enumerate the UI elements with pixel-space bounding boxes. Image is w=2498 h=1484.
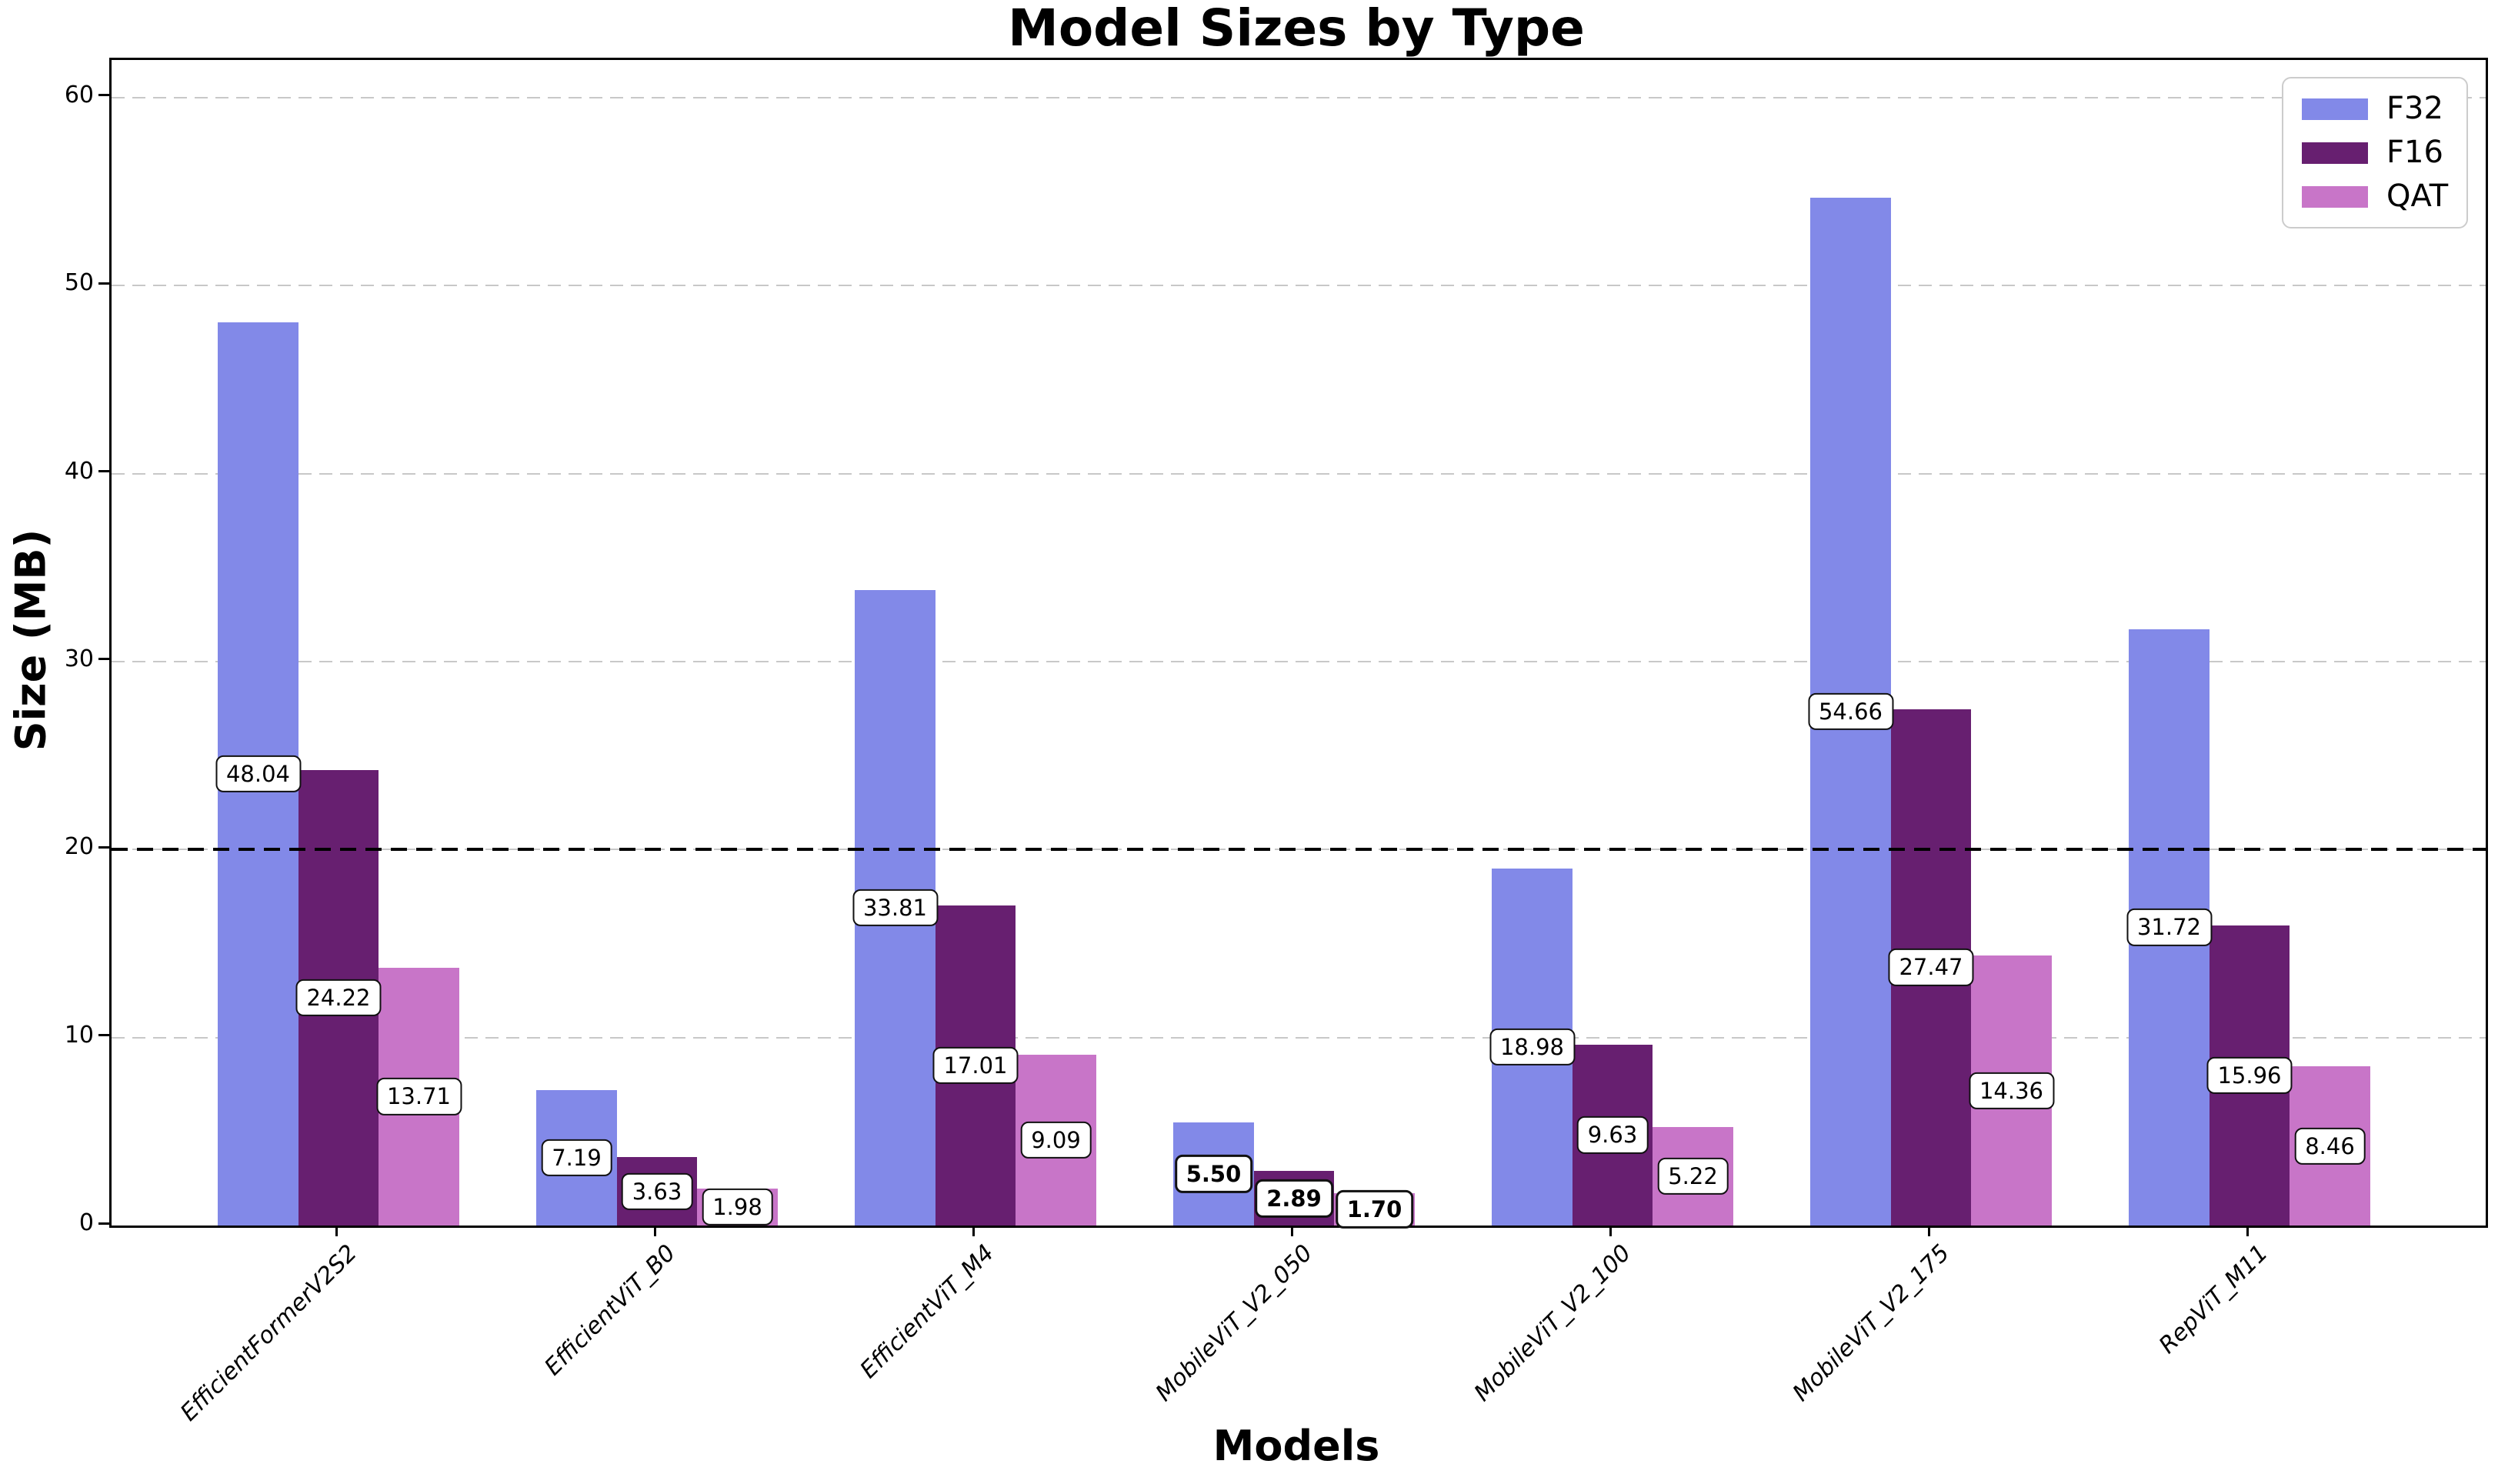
bar-value-label: 27.47 <box>1888 949 1974 986</box>
legend-swatch-qat <box>2302 185 2368 208</box>
chart-title: Model Sizes by Type <box>1008 0 1585 58</box>
x-tick-label: EfficientFormerV2S2 <box>175 1239 363 1427</box>
x-tick-mark <box>653 1226 656 1236</box>
bar-value-label: 1.98 <box>702 1188 773 1226</box>
legend-item-label: F16 <box>2386 135 2443 170</box>
y-tick-label: 60 <box>64 81 94 108</box>
bar-value-label: 14.36 <box>1968 1072 2055 1109</box>
bar-value-label: 33.81 <box>852 889 939 927</box>
x-tick-mark <box>2246 1226 2249 1236</box>
gridline <box>112 285 2486 287</box>
y-axis-label: Size (MB) <box>6 529 55 752</box>
y-tick-label: 30 <box>64 645 94 672</box>
bar-value-label: 24.22 <box>295 979 382 1017</box>
legend-swatch-f32 <box>2302 98 2368 120</box>
x-tick-mark <box>335 1226 338 1236</box>
legend-item: F16 <box>2302 135 2448 171</box>
legend-swatch-f16 <box>2302 142 2368 164</box>
y-tick-mark <box>98 1222 109 1225</box>
x-tick-mark <box>1609 1226 1612 1236</box>
y-tick-label: 40 <box>64 457 94 485</box>
y-tick-label: 0 <box>78 1209 94 1236</box>
bar-value-label: 9.63 <box>1576 1116 1649 1154</box>
y-tick-mark <box>98 845 109 849</box>
y-tick-label: 20 <box>64 833 94 861</box>
bar-value-label: 48.04 <box>215 755 302 793</box>
y-tick-mark <box>98 94 109 97</box>
bar-value-label: 17.01 <box>932 1047 1019 1085</box>
x-tick-label: MobileViT_V2_050 <box>1150 1239 1319 1407</box>
x-tick-label: RepViT_M11 <box>2153 1239 2274 1359</box>
gridline <box>112 96 2486 98</box>
bar-value-label: 9.09 <box>1020 1121 1092 1159</box>
x-tick-label: MobileViT_V2_175 <box>1787 1239 1956 1407</box>
bar-value-label: 15.96 <box>2206 1056 2293 1095</box>
bar-value-label: 5.22 <box>1657 1158 1729 1196</box>
y-tick-mark <box>98 282 109 285</box>
bar-value-label: 13.71 <box>375 1078 462 1116</box>
x-axis-label: Models <box>1212 1422 1380 1470</box>
x-tick-label: MobileViT_V2_100 <box>1469 1239 1637 1407</box>
bar-value-label: 5.50 <box>1174 1154 1253 1193</box>
gridline <box>112 660 2486 662</box>
y-tick-label: 50 <box>64 269 94 297</box>
x-tick-mark <box>1290 1226 1293 1236</box>
threshold-line <box>112 848 2486 852</box>
bar-value-label: 8.46 <box>2294 1127 2366 1165</box>
x-tick-mark <box>972 1226 975 1236</box>
y-tick-mark <box>98 1034 109 1037</box>
legend-item: F32 <box>2302 91 2448 127</box>
bar-value-label: 2.89 <box>1255 1179 1333 1218</box>
bar-value-label: 54.66 <box>1807 693 1894 731</box>
bar-value-label: 1.70 <box>1335 1190 1414 1229</box>
bar-value-label: 3.63 <box>621 1172 693 1210</box>
legend-item-label: QAT <box>2386 178 2449 214</box>
bar-value-label: 7.19 <box>541 1139 612 1177</box>
y-tick-mark <box>98 658 109 661</box>
plot-area: 48.04 7.19 33.81 5.50 18.98 54.66 31.72 24.22 3.… <box>109 58 2488 1229</box>
legend-item: QAT <box>2302 178 2448 215</box>
bar-value-label: 18.98 <box>1489 1028 1576 1066</box>
x-tick-mark <box>1927 1226 1930 1236</box>
gridline <box>112 1036 2486 1039</box>
x-tick-label: EfficientViT_B0 <box>539 1239 682 1382</box>
legend: F32 F16 QAT <box>2282 77 2469 228</box>
legend-item-label: F32 <box>2386 91 2443 126</box>
gridline <box>112 472 2486 475</box>
y-tick-mark <box>98 470 109 473</box>
y-tick-label: 10 <box>64 1021 94 1049</box>
bar-value-label: 31.72 <box>2126 909 2213 946</box>
x-tick-label: EfficientViT_M4 <box>855 1239 1000 1384</box>
